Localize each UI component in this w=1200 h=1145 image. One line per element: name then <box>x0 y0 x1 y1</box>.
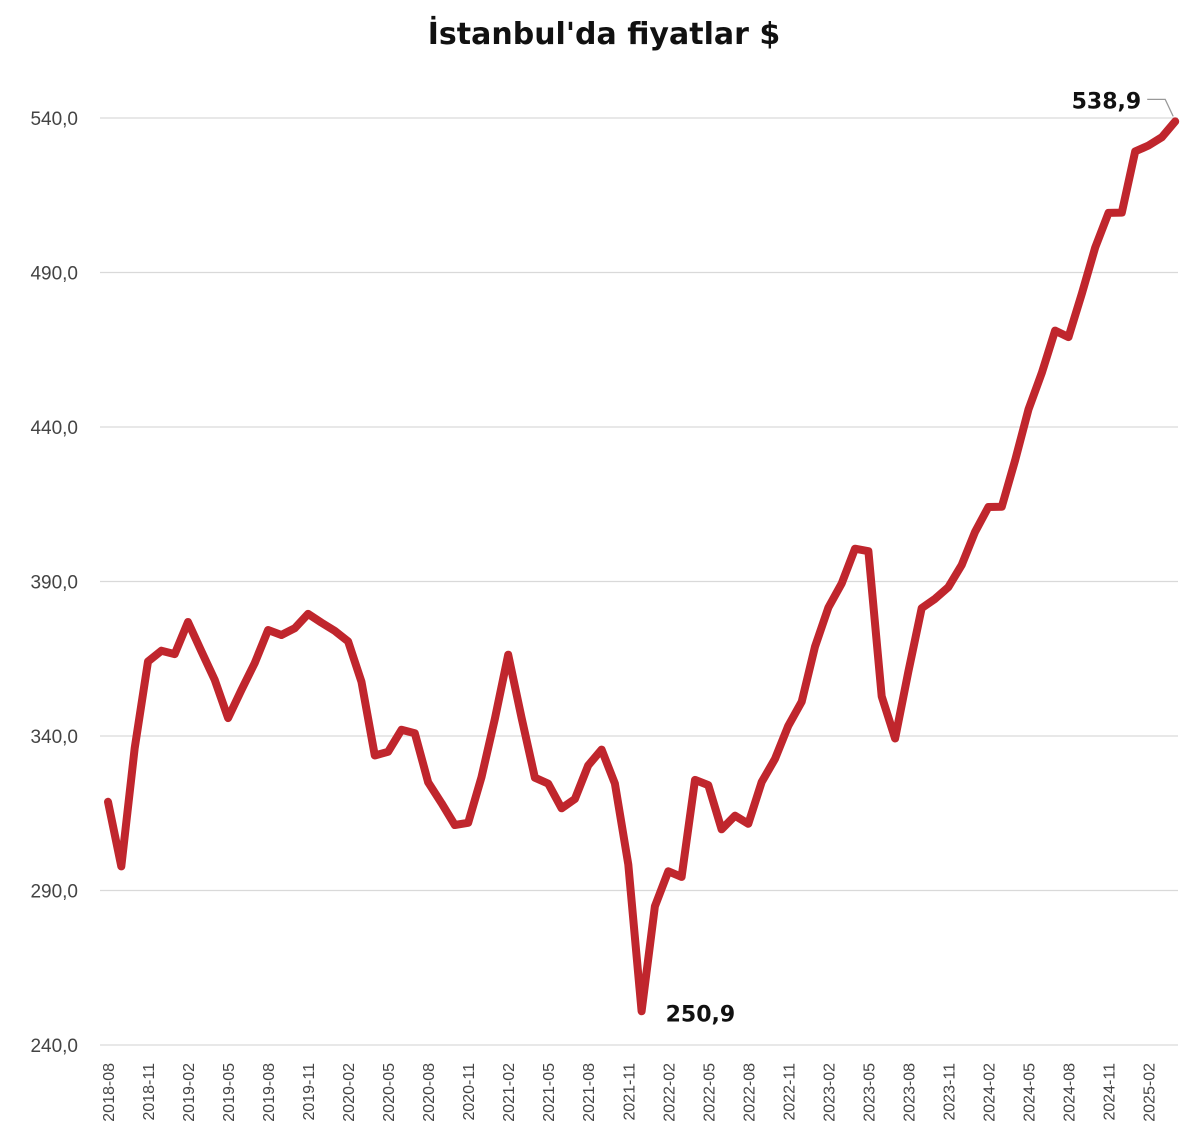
x-tick-label: 2021-11 <box>621 1063 638 1121</box>
x-tick-label: 2023-05 <box>861 1063 878 1122</box>
y-tick-label: 390,0 <box>30 573 78 594</box>
x-tick-label: 2024-02 <box>981 1063 998 1122</box>
x-tick-label: 2019-05 <box>221 1063 238 1122</box>
x-tick-label: 2022-02 <box>661 1063 678 1122</box>
chart-title: İstanbul'da fiyatlar $ <box>428 16 780 52</box>
gridlines <box>100 117 1178 1046</box>
x-axis-ticks: 2018-08 2018-11 2019-02 2019-05 2019-08 2019-… <box>101 1063 1159 1122</box>
annotations: 250,9 538,9 <box>666 89 1174 1027</box>
x-tick-label: 2023-08 <box>901 1063 918 1122</box>
y-tick-label: 290,0 <box>30 882 78 903</box>
y-tick-label: 540,0 <box>30 109 78 130</box>
y-tick-label: 240,0 <box>30 1036 78 1057</box>
x-tick-label: 2020-08 <box>421 1063 438 1122</box>
x-tick-label: 2024-11 <box>1102 1063 1119 1121</box>
y-tick-label: 340,0 <box>30 727 78 748</box>
x-tick-label: 2021-02 <box>501 1063 518 1122</box>
y-tick-label: 440,0 <box>30 418 78 439</box>
x-tick-label: 2023-11 <box>941 1063 958 1121</box>
x-tick-label: 2018-11 <box>141 1063 158 1121</box>
leader-line <box>1147 98 1174 117</box>
y-tick-label: 490,0 <box>30 264 78 285</box>
x-tick-label: 2021-08 <box>581 1063 598 1122</box>
data-label: 538,9 <box>1072 89 1142 114</box>
x-tick-label: 2019-11 <box>301 1063 318 1121</box>
x-tick-label: 2024-05 <box>1021 1063 1038 1122</box>
x-tick-label: 2019-02 <box>181 1063 198 1122</box>
x-tick-label: 2024-08 <box>1061 1063 1078 1122</box>
x-tick-label: 2022-05 <box>701 1063 718 1122</box>
x-tick-label: 2020-11 <box>461 1063 478 1121</box>
x-tick-label: 2020-05 <box>381 1063 398 1122</box>
x-tick-label: 2023-02 <box>821 1063 838 1122</box>
x-tick-label: 2022-08 <box>741 1063 758 1122</box>
x-tick-label: 2025-02 <box>1142 1063 1159 1122</box>
y-axis-ticks: 240,0 290,0 340,0 390,0 440,0 490,0 540,0 <box>30 109 78 1057</box>
series-layer <box>104 117 1180 1016</box>
x-tick-label: 2022-11 <box>781 1063 798 1121</box>
x-tick-label: 2020-02 <box>341 1063 358 1122</box>
x-tick-label: 2018-08 <box>101 1063 118 1122</box>
data-label: 250,9 <box>666 1002 736 1027</box>
x-tick-label: 2021-05 <box>541 1063 558 1122</box>
x-tick-label: 2019-08 <box>261 1063 278 1122</box>
series-line <box>104 117 1180 1016</box>
